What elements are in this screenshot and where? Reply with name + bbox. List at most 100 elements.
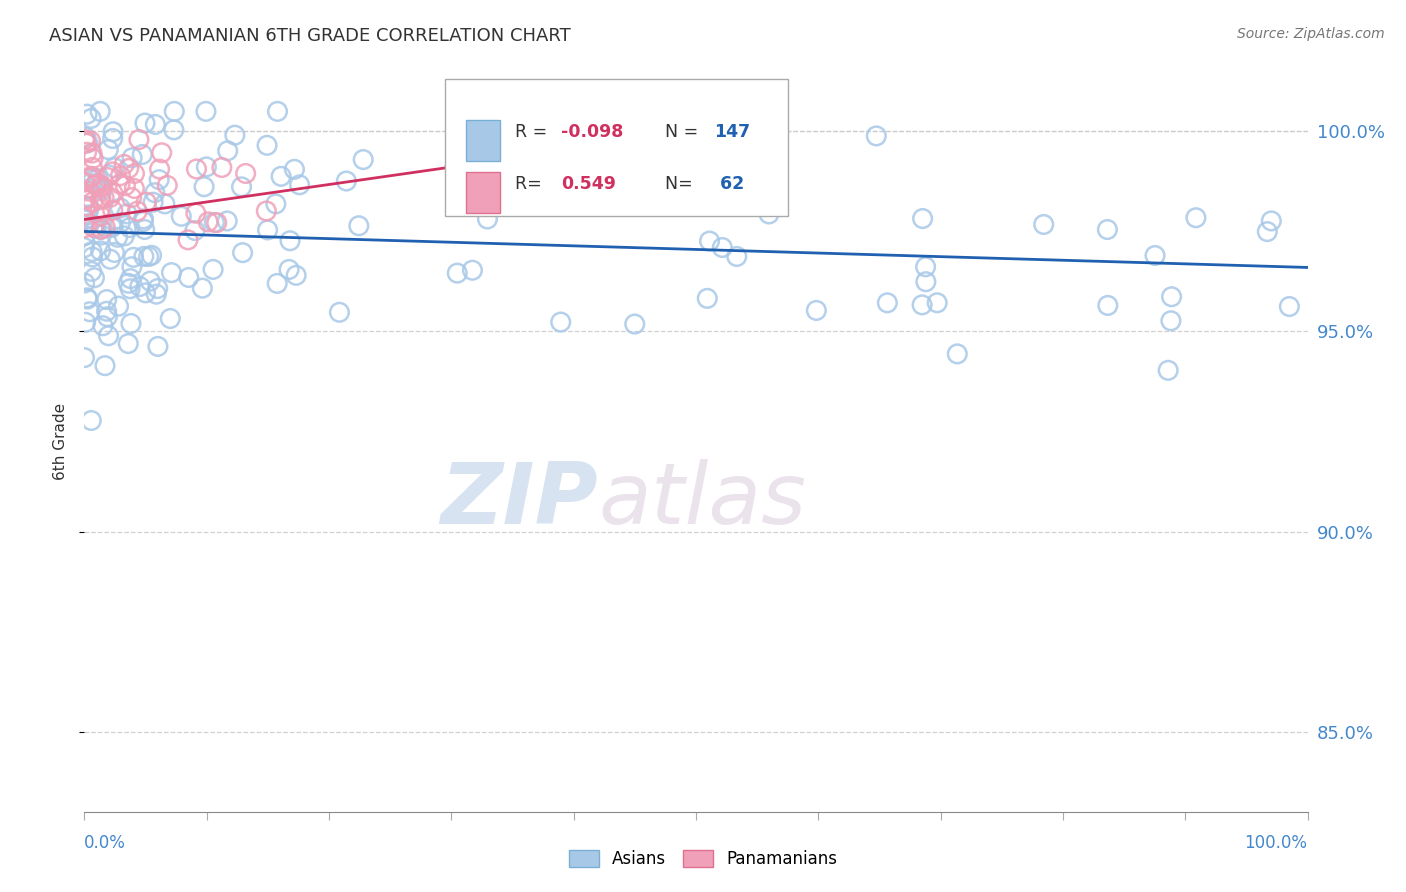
Point <box>80 112 103 126</box>
Point <box>97 168 120 182</box>
Point <box>90 209 112 223</box>
Point <box>89 202 111 217</box>
Point <box>1097 298 1119 312</box>
Point <box>946 347 969 361</box>
Point <box>143 186 166 200</box>
Point <box>127 204 149 219</box>
Point <box>96 293 118 307</box>
Point <box>82 172 104 186</box>
Point <box>80 264 103 278</box>
Point <box>585 120 607 135</box>
Point <box>711 240 734 254</box>
Point <box>73 220 96 235</box>
Point <box>110 169 132 183</box>
Point <box>579 177 602 191</box>
Point <box>84 178 107 192</box>
Point <box>202 215 225 229</box>
Point <box>94 220 117 235</box>
Point <box>110 201 132 215</box>
Point <box>103 245 125 260</box>
Point <box>90 228 112 243</box>
Point <box>91 318 114 333</box>
Point <box>82 152 104 166</box>
Point <box>177 233 200 247</box>
Text: Source: ZipAtlas.com: Source: ZipAtlas.com <box>1237 27 1385 41</box>
Point <box>132 249 155 263</box>
Point <box>132 214 155 228</box>
Point <box>724 105 747 120</box>
Point <box>73 351 96 365</box>
Point <box>82 161 104 175</box>
Point <box>1032 218 1054 232</box>
Point <box>1157 363 1180 377</box>
Text: ASIAN VS PANAMANIAN 6TH GRADE CORRELATION CHART: ASIAN VS PANAMANIAN 6TH GRADE CORRELATIO… <box>49 27 571 45</box>
Bar <box>465 172 501 213</box>
Point <box>75 315 97 329</box>
Text: 62: 62 <box>714 175 745 193</box>
Point <box>205 216 228 230</box>
Point <box>128 279 150 293</box>
Point <box>76 136 98 150</box>
Point <box>79 216 101 230</box>
Point <box>184 206 207 220</box>
Point <box>101 186 124 200</box>
Point <box>98 190 121 204</box>
Point <box>184 223 207 237</box>
Point <box>96 304 118 318</box>
Point <box>915 275 938 289</box>
Point <box>117 277 139 291</box>
Point <box>82 244 104 259</box>
Bar <box>465 120 501 161</box>
Legend: Asians, Panamanians: Asians, Panamanians <box>562 843 844 875</box>
Point <box>77 184 100 198</box>
FancyBboxPatch shape <box>446 78 787 216</box>
Point <box>75 130 97 145</box>
Point <box>139 274 162 288</box>
Point <box>146 281 169 295</box>
Point <box>477 212 499 227</box>
Point <box>266 104 288 119</box>
Point <box>115 207 138 221</box>
Point <box>270 169 292 184</box>
Point <box>87 171 110 186</box>
Point <box>89 104 111 119</box>
Point <box>90 181 112 195</box>
Point <box>118 161 141 176</box>
Point <box>124 167 146 181</box>
Point <box>73 228 96 243</box>
Point <box>806 303 828 318</box>
Point <box>256 138 278 153</box>
Point <box>235 166 257 180</box>
Point <box>135 195 157 210</box>
Point <box>623 317 645 331</box>
Point <box>82 220 104 235</box>
Point <box>94 359 117 373</box>
Point <box>143 118 166 132</box>
Text: atlas: atlas <box>598 459 806 542</box>
Point <box>79 201 101 215</box>
Point <box>138 250 160 264</box>
Point <box>73 213 96 227</box>
Point <box>156 178 179 193</box>
Point <box>101 219 124 233</box>
Point <box>285 268 308 283</box>
Point <box>193 179 215 194</box>
Point <box>461 263 484 277</box>
Point <box>134 222 156 236</box>
Point <box>120 271 142 285</box>
Text: N =: N = <box>665 123 704 141</box>
Point <box>82 250 104 264</box>
Point <box>73 175 96 189</box>
Point <box>103 161 125 175</box>
Point <box>505 181 527 195</box>
Point <box>1160 314 1182 328</box>
Point <box>494 193 516 207</box>
Point <box>134 116 156 130</box>
Point <box>1097 222 1119 236</box>
Point <box>101 203 124 218</box>
Point <box>1185 211 1208 225</box>
Point <box>153 197 176 211</box>
Text: -0.098: -0.098 <box>561 123 624 141</box>
Point <box>328 305 350 319</box>
Point <box>186 161 208 176</box>
